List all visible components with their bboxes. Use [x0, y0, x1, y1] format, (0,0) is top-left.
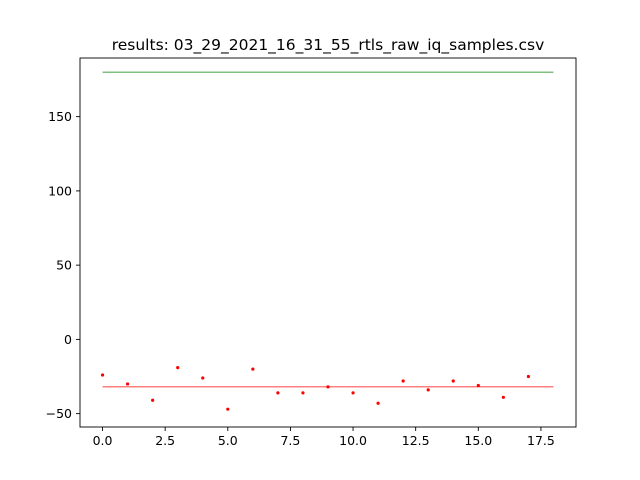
x-tick-label: 10.0 [339, 433, 367, 448]
x-tick-label: 0.0 [93, 433, 113, 448]
data-point-4 [201, 376, 205, 380]
data-point-6 [251, 367, 255, 371]
x-tick-label: 15.0 [464, 433, 492, 448]
x-tick-label: 12.5 [402, 433, 430, 448]
data-point-1 [125, 382, 130, 386]
data-point-0 [100, 373, 105, 377]
data-point-2 [151, 398, 155, 402]
data-point-16 [501, 395, 505, 399]
x-tick-label: 7.5 [280, 433, 300, 448]
x-tick-label: 5.0 [218, 433, 238, 448]
data-point-15 [476, 383, 480, 388]
data-point-17 [526, 374, 531, 379]
y-tick-label: 0 [64, 332, 72, 347]
data-point-14 [451, 379, 455, 383]
data-point-7 [276, 391, 280, 395]
data-point-8 [301, 391, 305, 395]
data-point-5 [226, 407, 230, 411]
y-tick-label: −50 [46, 406, 72, 421]
x-tick-label: 17.5 [527, 433, 555, 448]
y-tick-label: 50 [56, 258, 72, 273]
axes-frame [79, 57, 577, 428]
data-point-11 [376, 401, 380, 405]
chart-title: results: 03_29_2021_16_31_55_rtls_raw_iq… [112, 36, 545, 55]
data-point-12 [401, 379, 405, 383]
axes-layer: 0.0 2.5 5.0 7.5 10.0 12.5 15.0 17.5 −50 0 50 100 150 [46, 57, 577, 448]
data-point-13 [426, 388, 430, 392]
y-tick-label: 100 [48, 183, 72, 198]
series-layer [100, 71, 554, 411]
data-point-10 [351, 391, 355, 395]
y-tick-label: 150 [48, 109, 72, 124]
plot-area [80, 58, 576, 427]
x-tick-label: 2.5 [155, 433, 175, 448]
data-point-3 [176, 366, 180, 370]
plot-background [80, 58, 576, 427]
